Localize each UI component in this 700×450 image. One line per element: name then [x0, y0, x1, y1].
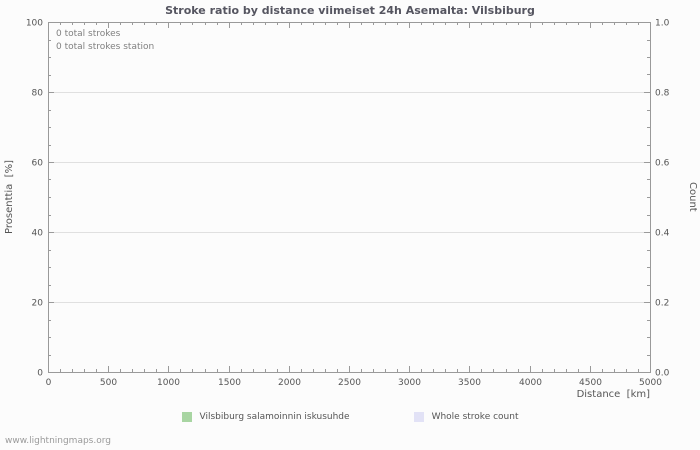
x-tick-label: 4000: [519, 378, 542, 388]
x-tick-label: 5000: [639, 378, 662, 388]
chart-title: Stroke ratio by distance viimeiset 24h A…: [165, 4, 535, 17]
x-tick-label: 1000: [157, 378, 180, 388]
x-tick-label: 3000: [398, 378, 421, 388]
y-left-tick-label: 80: [32, 89, 44, 99]
y-left-tick-label: 20: [32, 299, 44, 309]
legend-label-stroke-ratio: Vilsbiburg salamoinnin iskusuhde: [199, 412, 350, 422]
legend: Vilsbiburg salamoinnin iskusuhde Whole s…: [0, 412, 700, 422]
left-axis-label: Prosenttia [%]: [4, 160, 15, 234]
y-left-tick-label: 0: [37, 369, 43, 379]
y-right-tick-label: 0.8: [655, 89, 670, 99]
y-left-tick-label: 60: [32, 159, 44, 169]
x-tick-label: 500: [100, 378, 117, 388]
y-right-tick-label: 0.6: [655, 159, 670, 169]
y-left-tick-label: 40: [32, 229, 44, 239]
watermark-link[interactable]: www.lightningmaps.org: [5, 436, 111, 446]
lavender-swatch-icon: [413, 412, 424, 422]
y-right-tick-label: 0.4: [655, 229, 670, 239]
legend-label-stroke-count: Whole stroke count: [431, 412, 519, 422]
x-tick-label: 2500: [338, 378, 361, 388]
x-tick-label: 3500: [458, 378, 481, 388]
totals-annotation: 0 total strokes 0 total strokes station: [56, 28, 154, 54]
total-strokes-text: 0 total strokes: [56, 29, 121, 39]
x-axis-label: Distance [km]: [576, 389, 650, 400]
total-strokes-station-text: 0 total strokes station: [56, 42, 155, 52]
y-left-tick-label: 100: [26, 19, 43, 29]
plot-border: [48, 22, 651, 373]
x-tick-label: 4500: [579, 378, 602, 388]
x-tick-label: 2000: [278, 378, 301, 388]
right-axis-label: Count: [687, 182, 698, 212]
y-right-tick-label: 1.0: [655, 19, 670, 29]
green-swatch-icon: [181, 412, 192, 422]
x-tick-label: 0: [46, 378, 52, 388]
legend-item-stroke-count: Whole stroke count: [413, 412, 519, 422]
y-right-tick-label: 0.2: [655, 299, 669, 309]
y-right-tick-label: 0.0: [655, 369, 670, 379]
x-tick-label: 1500: [218, 378, 241, 388]
legend-item-stroke-ratio: Vilsbiburg salamoinnin iskusuhde: [181, 412, 350, 422]
